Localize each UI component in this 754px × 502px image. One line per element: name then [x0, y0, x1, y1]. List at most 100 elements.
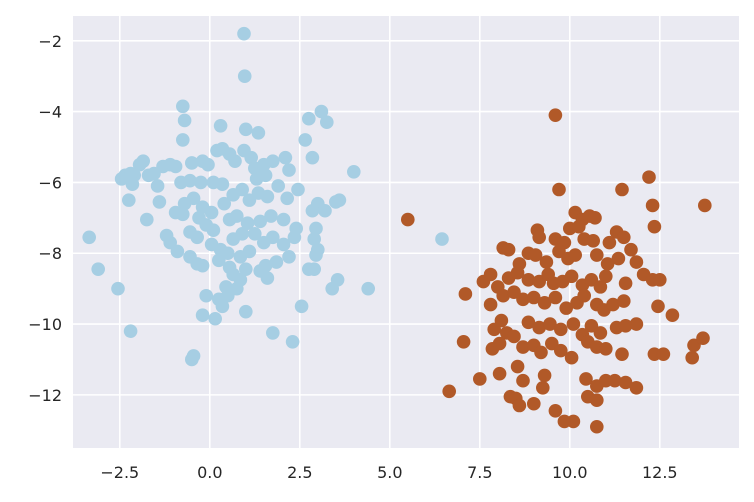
data-point: [590, 419, 604, 434]
data-point: [215, 177, 230, 191]
data-point: [122, 193, 136, 207]
data-point: [599, 342, 613, 356]
data-point: [235, 226, 249, 241]
data-point: [213, 118, 228, 133]
data-point: [249, 172, 264, 186]
data-point: [653, 273, 667, 287]
data-point: [266, 154, 280, 168]
data-point: [528, 248, 543, 262]
data-point: [258, 258, 273, 273]
data-point: [501, 242, 516, 257]
data-point: [642, 170, 656, 184]
data-point: [309, 221, 323, 236]
data-point: [347, 165, 361, 179]
data-point: [228, 154, 242, 168]
data-point: [696, 331, 710, 346]
data-point: [91, 262, 105, 276]
data-point: [588, 211, 602, 225]
data-point: [195, 308, 210, 323]
y-tick-label: −12: [28, 386, 62, 405]
data-point: [442, 384, 457, 399]
data-point: [276, 237, 291, 252]
data-point: [516, 292, 530, 307]
data-point: [185, 352, 199, 367]
data-point: [230, 209, 244, 223]
data-point: [309, 248, 323, 262]
data-point: [294, 299, 309, 314]
data-point: [617, 294, 631, 308]
data-point: [177, 113, 192, 128]
data-point: [176, 133, 190, 147]
data-point: [266, 230, 280, 245]
x-tick-label: 12.5: [642, 463, 678, 482]
data-point: [483, 297, 498, 312]
x-tick-label: 10.0: [552, 463, 588, 482]
x-tick-label: 5.0: [377, 463, 402, 482]
data-point: [260, 189, 275, 204]
cluster-1-points: [401, 108, 712, 434]
data-point: [665, 308, 680, 323]
data-point: [194, 175, 208, 190]
data-point: [285, 334, 300, 349]
data-point: [183, 173, 197, 188]
y-tick-label: −4: [38, 103, 62, 122]
data-point: [577, 288, 591, 303]
data-point: [458, 287, 473, 301]
data-point: [615, 182, 629, 197]
data-point: [206, 223, 221, 238]
data-point: [600, 257, 615, 271]
data-point: [527, 290, 541, 305]
data-point: [152, 195, 167, 209]
x-tick-label: 7.5: [467, 463, 492, 482]
y-axis-tick-labels: −2 −4 −6 −8 −10 −12: [28, 32, 62, 405]
data-point: [278, 150, 293, 165]
data-point: [552, 182, 566, 197]
data-point: [586, 234, 600, 248]
data-point: [114, 172, 129, 186]
data-point: [566, 414, 581, 429]
data-point: [629, 381, 644, 395]
data-point: [516, 340, 530, 354]
data-point: [483, 267, 498, 282]
data-point: [150, 179, 165, 193]
data-point: [125, 177, 140, 191]
data-point: [593, 280, 608, 294]
data-point: [239, 122, 253, 137]
data-point: [215, 299, 230, 314]
data-point: [435, 232, 449, 246]
data-point: [579, 372, 593, 386]
data-point: [548, 108, 563, 122]
x-axis-tick-labels: −2.5 0.0 2.5 5.0 7.5 10.0 12.5: [100, 463, 677, 482]
data-point: [318, 203, 332, 218]
data-point: [307, 262, 322, 276]
data-point: [618, 319, 633, 333]
data-point: [606, 297, 620, 312]
data-point: [568, 248, 582, 262]
data-point: [168, 159, 183, 174]
data-point: [201, 157, 215, 172]
data-point: [564, 350, 579, 365]
data-point: [698, 198, 712, 213]
data-point: [298, 133, 313, 147]
data-point: [111, 281, 125, 296]
x-tick-label: −2.5: [100, 463, 139, 482]
y-tick-label: −8: [38, 244, 62, 263]
data-point: [235, 182, 249, 197]
data-point: [305, 150, 320, 165]
data-point: [291, 182, 305, 197]
data-point: [170, 244, 185, 259]
data-point: [590, 248, 604, 262]
data-point: [602, 235, 617, 250]
data-point: [532, 230, 546, 245]
data-point: [496, 288, 511, 303]
data-point: [266, 326, 280, 340]
data-point: [656, 347, 671, 361]
data-point: [330, 273, 345, 287]
data-point: [314, 104, 329, 119]
data-point: [629, 255, 644, 269]
data-point: [230, 281, 244, 296]
data-point: [190, 230, 204, 245]
data-point: [473, 372, 487, 386]
y-tick-label: −6: [38, 173, 62, 192]
data-point: [516, 373, 530, 388]
